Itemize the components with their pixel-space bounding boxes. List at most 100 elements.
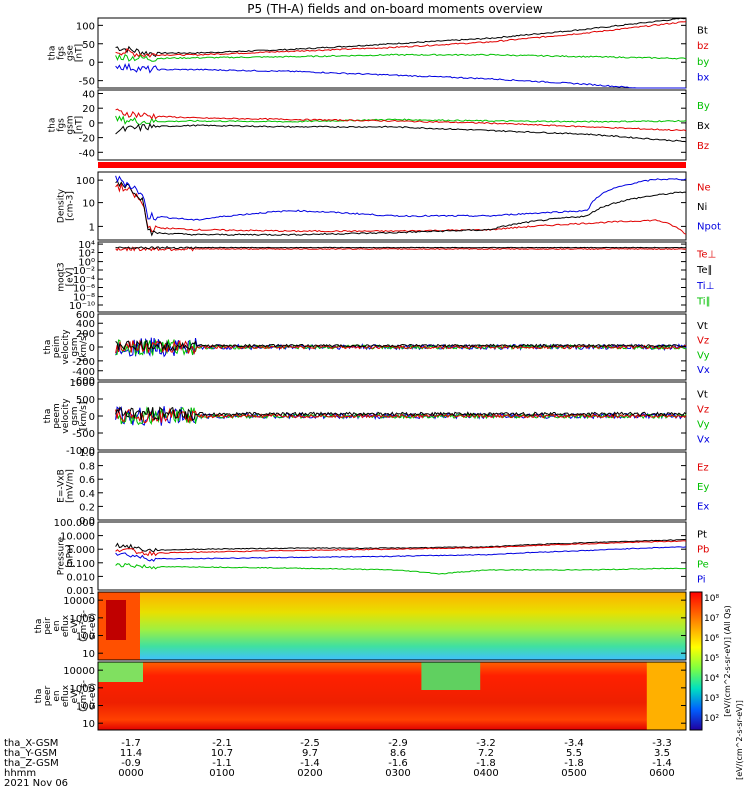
time-axis-row-label: tha_Z-GSM (4, 758, 59, 769)
y-tick-label: 0.6 (79, 475, 95, 486)
panel-frame (97, 591, 687, 661)
colorbar-tick: 10⁵ (704, 654, 719, 664)
colorbar-tick: 10² (704, 714, 719, 724)
spectrogram-end-region (646, 662, 686, 730)
time-axis-value-z: -1.8 (564, 758, 584, 769)
y-axis-label: tha (48, 118, 58, 133)
legend-Ti⊥: Ti⊥ (696, 281, 714, 292)
series-pressure-Pt (115, 538, 687, 553)
panel-frame (97, 661, 687, 731)
y-axis-label: [km/s] (79, 333, 89, 362)
y-tick-label: 10000 (63, 666, 95, 677)
spectrogram-fill (98, 662, 686, 730)
y-tick-label: 1 (89, 222, 95, 233)
y-axis-label: E=-VxB (57, 469, 67, 503)
trace-peem-Vt (115, 406, 687, 422)
legend-Vy: Vy (697, 420, 710, 431)
y-tick-label: 0.4 (79, 489, 95, 500)
y-axis-label: eflux (61, 684, 71, 707)
legend-Pe: Pe (697, 560, 709, 571)
time-axis-value-t: 0100 (209, 768, 234, 779)
series-fgs-gsm-Bz (115, 108, 687, 132)
y-tick-label: 10⁻⁶ (73, 284, 95, 295)
time-axis-value-z: -1.1 (212, 758, 232, 769)
panel-frame (97, 241, 687, 313)
y-tick-label: 1000 (70, 684, 95, 695)
colorbar-gradient (689, 591, 703, 731)
series-pressure-Pi (115, 546, 687, 562)
y-tick-label: 100 (76, 702, 95, 713)
y-tick-label: 1000 (70, 614, 95, 625)
time-axis-row-label: hhmm (4, 768, 36, 779)
legend-Pt: Pt (697, 529, 707, 540)
legend-Vx: Vx (697, 365, 710, 376)
legend-Pi: Pi (697, 575, 706, 586)
y-tick-label: 0 (89, 58, 95, 69)
y-tick-label: 100 (76, 632, 95, 643)
legend-Vz: Vz (697, 404, 709, 415)
y-axis-label: [eV] (66, 268, 76, 287)
y-tick-label: 0.0 (79, 516, 95, 527)
y-axis-label: eflux (61, 614, 71, 637)
colorbar: 10⁸ 10⁷ 10⁶ 10⁵ 10⁴ 10³ 10² [eV/(cm^2-s-sr-eV)]… (689, 591, 744, 780)
panel-frame (97, 89, 687, 161)
y-axis-label: (cm²-s- (79, 610, 89, 642)
y-axis-label: velocity (61, 329, 71, 365)
panel-frame (97, 451, 687, 521)
panel-peer-spec: 10000 1000 100 10 tha peer en eflux eV/(cm²-s-sr… (34, 661, 687, 731)
time-axis-value-x: -3.3 (652, 738, 672, 749)
time-axis-value-z: -0.9 (121, 758, 141, 769)
series-density-Ni (115, 180, 687, 237)
y-tick-label: 0 (89, 412, 95, 423)
panel-peir-spec: 10000 1000 100 10 tha peir en eflux eV/(cm²-s-sr… (34, 591, 687, 661)
legend-Bz: Bz (697, 141, 709, 152)
y-axis-label: sr-eV) (88, 683, 98, 709)
y-tick-label: 50 (82, 40, 95, 51)
y-tick-label: 40 (82, 90, 95, 101)
panel-fgs-gsm: 40 20 0 -20 -40 tha fgs gsm [nT] By Bx Bz (48, 89, 710, 161)
y-axis-label: peem (52, 403, 62, 429)
panel-fgs-gse: 100 50 0 -50 tha fgs gse [nT] Bt bz by bx (48, 17, 709, 89)
y-tick-label: 0.8 (79, 462, 95, 473)
panel-frame (97, 171, 687, 241)
legend-Vx: Vx (697, 435, 710, 446)
series-density-Npot (115, 175, 687, 221)
y-tick-label: 10⁻¹⁰ (69, 301, 95, 312)
legend-Ni: Ni (697, 202, 707, 213)
y-axis-label: sr-eV) (88, 613, 98, 639)
series-fgs-gse-bz (115, 21, 687, 58)
y-tick-label: -50 (79, 77, 95, 88)
series-density-Ne (115, 182, 687, 235)
colorbar-tick: 10⁸ (704, 594, 719, 604)
y-tick-label: 0.100 (66, 559, 95, 570)
legend-Vt: Vt (697, 321, 708, 332)
colorbar-tick: 10⁶ (704, 634, 719, 644)
trace-peim-Vt (115, 339, 687, 352)
y-tick-label: 10⁴ (78, 240, 95, 251)
y-axis-label: [nT] (75, 116, 85, 134)
time-axis-value-t: 0200 (297, 768, 322, 779)
panel-frame (97, 17, 687, 89)
y-tick-label: 10⁻⁸ (73, 293, 95, 304)
time-axis-value-y: 9.7 (302, 748, 318, 759)
time-axis-value-y: 5.5 (566, 748, 582, 759)
y-axis-label: [nT] (75, 44, 85, 62)
y-tick-label: 500 (76, 395, 95, 406)
y-axis-label: tha (43, 340, 53, 355)
time-axis-value-z: -1.4 (300, 758, 320, 769)
colorbar-tick: 10⁷ (704, 614, 719, 624)
legend-Ti∥: Ti∥ (696, 296, 711, 307)
y-axis-label: eV/ (70, 688, 80, 704)
spectrogram-gap-region (421, 662, 481, 690)
time-axis-value-t: 0300 (385, 768, 410, 779)
trace-temp-Tepar (115, 245, 687, 250)
trace-temp-Teperp (115, 246, 687, 252)
time-axis-value-t: 0600 (649, 768, 674, 779)
y-tick-label: 200 (76, 329, 95, 340)
y-axis-label: fgs (57, 118, 67, 132)
y-axis-label: tha (34, 619, 44, 634)
colorbar-label-bottom: [eV/(cm^2-s-sr-eV)] (735, 700, 744, 780)
